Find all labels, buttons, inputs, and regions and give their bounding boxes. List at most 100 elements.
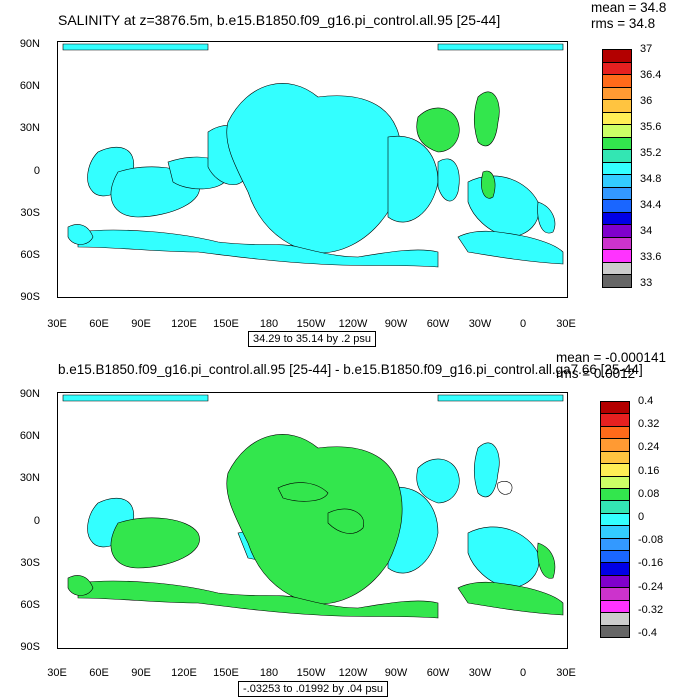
colorbar-swatch	[602, 236, 632, 251]
bottom-lon-label: 30E	[556, 667, 576, 679]
colorbar-label: -0.32	[638, 603, 664, 616]
bottom-lat-label: 60S	[20, 599, 40, 611]
top-lat-label: 90N	[19, 38, 40, 50]
bottom-lon-label: 30E	[47, 667, 67, 679]
colorbar-swatch	[600, 612, 630, 626]
colorbar-swatch	[600, 587, 630, 601]
bottom-difference-map	[62, 394, 564, 619]
colorbar-swatch	[602, 111, 632, 126]
colorbar-label: 0.24	[638, 441, 660, 454]
colorbar-swatch	[602, 161, 632, 176]
bottom-lon-label: 150E	[213, 667, 239, 679]
bottom-mean: mean = -0.000141	[556, 350, 666, 365]
top-lon-label: 90W	[384, 318, 408, 330]
colorbar-swatch	[600, 475, 630, 489]
top-lat-label: 60S	[20, 249, 40, 261]
colorbar-swatch	[602, 74, 632, 88]
colorbar-swatch	[600, 438, 630, 452]
colorbar-label: 35.6	[640, 121, 662, 133]
bottom-lat-label: 60N	[19, 430, 40, 442]
colorbar-label: 0.08	[638, 487, 660, 500]
top-lon-label: 120E	[171, 318, 197, 330]
colorbar-swatch	[600, 413, 630, 427]
bottom-lon-label: 90E	[131, 667, 151, 679]
colorbar-swatch	[600, 450, 630, 465]
top-lon-label: 90E	[131, 318, 151, 330]
bottom-lon-label: 60E	[89, 667, 109, 679]
bottom-lon-label: 150W	[296, 667, 326, 679]
colorbar-label: 34	[640, 225, 653, 237]
bottom-colorbar: 0.4 0.32 0.24 0.16 0.08 0 -0.08 -0.16 -0.24 -0.32…	[600, 395, 680, 639]
colorbar-label: 35.2	[640, 147, 662, 159]
bottom-lat-label: 30S	[20, 557, 40, 569]
colorbar-swatch	[602, 149, 632, 163]
top-lat-label: 30N	[19, 122, 40, 134]
bottom-lat-label: 90N	[19, 388, 40, 400]
colorbar-label: 0.32	[638, 418, 660, 431]
colorbar-label: -0.08	[638, 534, 664, 547]
bottom-lon-label: 0	[519, 667, 527, 679]
top-salinity-map	[62, 43, 564, 268]
top-lon-label: 30E	[556, 318, 576, 330]
top-lon-label: 0	[519, 318, 527, 330]
colorbar-label: 0.4	[638, 395, 654, 407]
top-colorbar: 37 36.4 36 35.6 35.2 34.8 34.4 34 33.6 33	[602, 43, 682, 289]
colorbar-label: 34.8	[640, 173, 662, 185]
bottom-panel-title: b.e15.B1850.f09_g16.pi_control.all.95 [2…	[58, 362, 643, 377]
bottom-lon-label: 90W	[384, 667, 408, 679]
colorbar-swatch	[600, 599, 630, 614]
colorbar-swatch	[600, 550, 630, 564]
colorbar-swatch	[600, 525, 630, 539]
colorbar-label: 34.4	[640, 199, 662, 211]
colorbar-swatch	[602, 274, 632, 288]
top-lon-label: 180	[259, 318, 279, 330]
top-mean: mean = 34.8	[591, 0, 667, 15]
colorbar-label: 0	[638, 511, 645, 523]
top-map-green-atlantic	[416, 91, 500, 199]
bottom-lat-label: 30N	[19, 472, 40, 484]
bottom-lon-label: 180	[259, 667, 279, 679]
bottom-lon-label: 30W	[468, 667, 492, 679]
bottom-lat-label: 90S	[20, 641, 40, 653]
colorbar-swatch	[600, 500, 630, 514]
colorbar-swatch	[600, 401, 630, 415]
colorbar-swatch	[602, 174, 632, 188]
top-panel-title: SALINITY at z=3876.5m, b.e15.B1850.f09_g…	[58, 12, 501, 28]
top-lon-label: 30E	[47, 318, 67, 330]
bottom-rms: rms = 0.0012	[556, 366, 636, 381]
colorbar-swatch	[600, 425, 630, 440]
colorbar-label: -0.16	[638, 557, 664, 570]
colorbar-label: 36	[640, 95, 653, 107]
colorbar-swatch	[600, 487, 630, 502]
colorbar-label: 33.6	[640, 251, 662, 263]
colorbar-swatch	[602, 86, 632, 101]
top-lon-label: 30W	[468, 318, 492, 330]
colorbar-swatch	[602, 124, 632, 138]
bottom-lon-label: 120E	[171, 667, 197, 679]
top-lat-label: 60N	[19, 80, 40, 92]
colorbar-label: 33	[640, 277, 653, 289]
colorbar-swatch	[600, 624, 630, 638]
top-lon-label: 150W	[296, 318, 326, 330]
top-lat-label: 90S	[20, 291, 40, 303]
bottom-lon-label: 120W	[338, 667, 368, 679]
colorbar-swatch	[602, 249, 632, 263]
top-lon-label: 150E	[213, 318, 239, 330]
colorbar-swatch	[602, 186, 632, 201]
top-lat-label: 0	[33, 165, 40, 177]
colorbar-label: -0.4	[638, 627, 657, 639]
colorbar-swatch	[602, 211, 632, 226]
bottom-lat-label: 0	[33, 515, 40, 527]
top-contour-range: 34.29 to 35.14 by .2 psu	[248, 331, 377, 347]
colorbar-swatch	[602, 261, 632, 276]
bottom-map-green-ocean	[67, 434, 564, 619]
colorbar-swatch	[600, 574, 630, 589]
top-lon-label: 120W	[338, 318, 368, 330]
top-map-cyan-ocean	[62, 43, 564, 268]
bottom-contour-range: -.03253 to .01992 by .04 psu	[238, 681, 389, 697]
top-rms: rms = 34.8	[591, 16, 656, 31]
bottom-map-frame	[57, 392, 568, 649]
colorbar-swatch	[602, 49, 632, 63]
top-lon-label: 60W	[426, 318, 450, 330]
top-lat-label: 30S	[20, 207, 40, 219]
